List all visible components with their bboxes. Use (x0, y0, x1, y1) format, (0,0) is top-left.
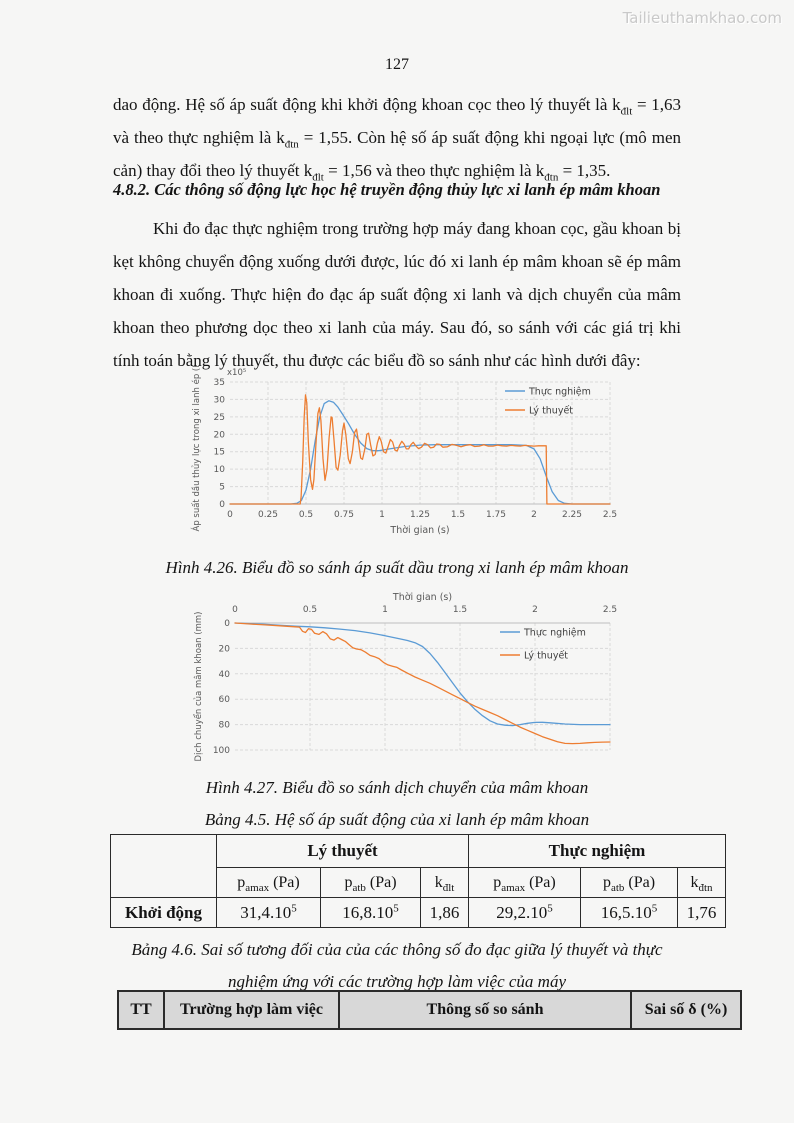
legend-label: Lý thuyết (529, 406, 573, 417)
table45-group-header-experiment: Thực nghiệm (468, 834, 726, 868)
x-tick-label: 2.5 (603, 605, 617, 615)
y-tick-label: 15 (214, 448, 225, 458)
y-tick-label: 60 (219, 695, 231, 705)
series-line (234, 622, 611, 727)
table45-corner-cell (110, 834, 217, 898)
table-row: TT Trường hợp làm việc Thông số so sánh … (117, 990, 742, 1030)
y-scale-label: x10⁵ (227, 368, 246, 378)
legend-label: Thực nghiệm (523, 628, 586, 639)
series-line (229, 394, 611, 505)
table45-value-kdlt: 1,86 (420, 897, 469, 928)
y-tick-label: 10 (214, 465, 226, 475)
y-tick-label: 25 (214, 413, 225, 423)
table-row: Lý thuyết Thực nghiệm (110, 834, 726, 898)
table45-value-pamax-lt: 31,4.105 (216, 897, 321, 928)
x-tick-label: 1 (379, 510, 385, 520)
y-tick-label: 35 (214, 378, 225, 388)
y-tick-label: 5 (219, 483, 225, 493)
line-chart-displacement: 0 0.5 1 1.5 2 2.5 0 20 40 60 80 100 Thời gian (s) Dịc… (193, 592, 617, 762)
legend-label: Lý thuyết (524, 651, 568, 662)
x-tick-label: 0.75 (334, 510, 354, 520)
table45-value-kdtn: 1,76 (677, 897, 726, 928)
table46-header-parameter: Thông số so sánh (338, 990, 632, 1030)
x-tick-label: 1.5 (451, 510, 465, 520)
x-tick-label: 0 (227, 510, 233, 520)
table45-subheader-patb-lt: patb (Pa) (320, 867, 421, 898)
y-tick-label: 40 (219, 670, 231, 680)
y-tick-label: 20 (214, 430, 226, 440)
y-tick-label: 20 (219, 644, 231, 654)
x-tick-label: 0 (232, 605, 238, 615)
caption-table-4-6: Bảng 4.6. Sai số tương đối của của các t… (0, 934, 794, 998)
x-tick-label: 0.5 (299, 510, 313, 520)
x-tick-label: 1.5 (453, 605, 467, 615)
chart-fig-4-26-pressure-comparison: 0 0.25 0.5 0.75 1 1.25 1.5 1.75 2 2.25 2.5 0 5 10 15 20… (190, 354, 620, 538)
y-tick-label: 100 (213, 746, 230, 756)
table45-subheader-kdtn: kđtn (677, 867, 726, 898)
x-tick-label: 1.75 (486, 510, 506, 520)
x-tick-label: 2 (532, 605, 538, 615)
table45-row-label: Khởi động (110, 897, 217, 928)
y-axis-title: Áp suất dầu thủy lực trong xi lanh ép (P… (190, 366, 202, 532)
y-axis-title: Dịch chuyển của mâm khoan (mm) (193, 612, 204, 762)
caption-fig-4-27: Hình 4.27. Biểu đồ so sánh dịch chuyển c… (205, 778, 589, 797)
table45-subheader-patb-tn: patb (Pa) (580, 867, 678, 898)
table45-subheader-kdlt: kđlt (420, 867, 469, 898)
x-axis-title: Thời gian (s) (392, 592, 452, 603)
table-row: Khởi động 31,4.105 16,8.105 1,86 29,2.10… (110, 897, 726, 928)
caption-table-4-5: Bảng 4.5. Hệ số áp suất động của xi lanh… (204, 810, 590, 829)
table46-header-case: Trường hợp làm việc (163, 990, 340, 1030)
x-tick-label: 1 (382, 605, 388, 615)
table-4-5-dynamic-pressure-coefficients: Lý thuyết Thực nghiệm pamax (Pa) patb (P… (110, 834, 726, 928)
y-tick-label: 80 (219, 721, 231, 731)
watermark: Tailieuthamkhao.com (622, 9, 782, 27)
table46-header-tt: TT (117, 990, 165, 1030)
x-tick-label: 1.25 (410, 510, 430, 520)
caption-table-4-6-line2: nghiệm ứng với các trường hợp làm việc c… (228, 972, 566, 991)
y-tick-label: 0 (219, 500, 225, 510)
table46-header-error: Sai số δ (%) (630, 990, 742, 1030)
x-tick-label: 2.25 (562, 510, 582, 520)
legend-label: Thực nghiệm (528, 387, 591, 398)
paragraph-experiment-description: Khi đo đạc thực nghiệm trong trường hợp … (113, 219, 681, 370)
x-tick-label: 0.25 (258, 510, 278, 520)
page-number: 127 (385, 56, 409, 73)
line-chart-pressure: 0 0.25 0.5 0.75 1 1.25 1.5 1.75 2 2.25 2.5 0 5 10 15 20… (190, 354, 617, 536)
series-line (229, 400, 611, 505)
caption-table-4-6-line1: Bảng 4.6. Sai số tương đối của của các t… (131, 940, 663, 959)
table-4-6-relative-error-header: TT Trường hợp làm việc Thông số so sánh … (117, 990, 742, 1030)
x-tick-label: 2 (531, 510, 537, 520)
table45-subheader-pamax-lt: pamax (Pa) (216, 867, 321, 898)
caption-fig-4-26: Hình 4.26. Biểu đồ so sánh áp suất dầu t… (165, 558, 629, 577)
x-tick-label: 2.5 (603, 510, 617, 520)
table45-value-patb-lt: 16,8.105 (320, 897, 421, 928)
y-tick-label: 30 (214, 395, 226, 405)
paragraph-dynamic-pressure-coefficients: dao động. Hệ số áp suất động khi khởi độ… (113, 95, 681, 184)
table45-value-patb-tn: 16,5.105 (580, 897, 678, 928)
table-row: pamax (Pa) patb (Pa) kđlt pamax (Pa) pat… (111, 867, 726, 898)
chart-fig-4-27-displacement-comparison: 0 0.5 1 1.5 2 2.5 0 20 40 60 80 100 Thời gian (s) Dịc… (190, 590, 620, 768)
table45-value-pamax-tn: 29,2.105 (468, 897, 581, 928)
y-tick-label: 0 (224, 619, 230, 629)
series-line (234, 622, 611, 745)
x-tick-label: 0.5 (303, 605, 317, 615)
section-heading-4-8-2: 4.8.2. Các thông số động lực học hệ truy… (113, 180, 661, 199)
table45-subheader-pamax-tn: pamax (Pa) (468, 867, 581, 898)
table45-group-header-theory: Lý thuyết (216, 834, 469, 868)
x-axis-title: Thời gian (s) (389, 525, 449, 536)
